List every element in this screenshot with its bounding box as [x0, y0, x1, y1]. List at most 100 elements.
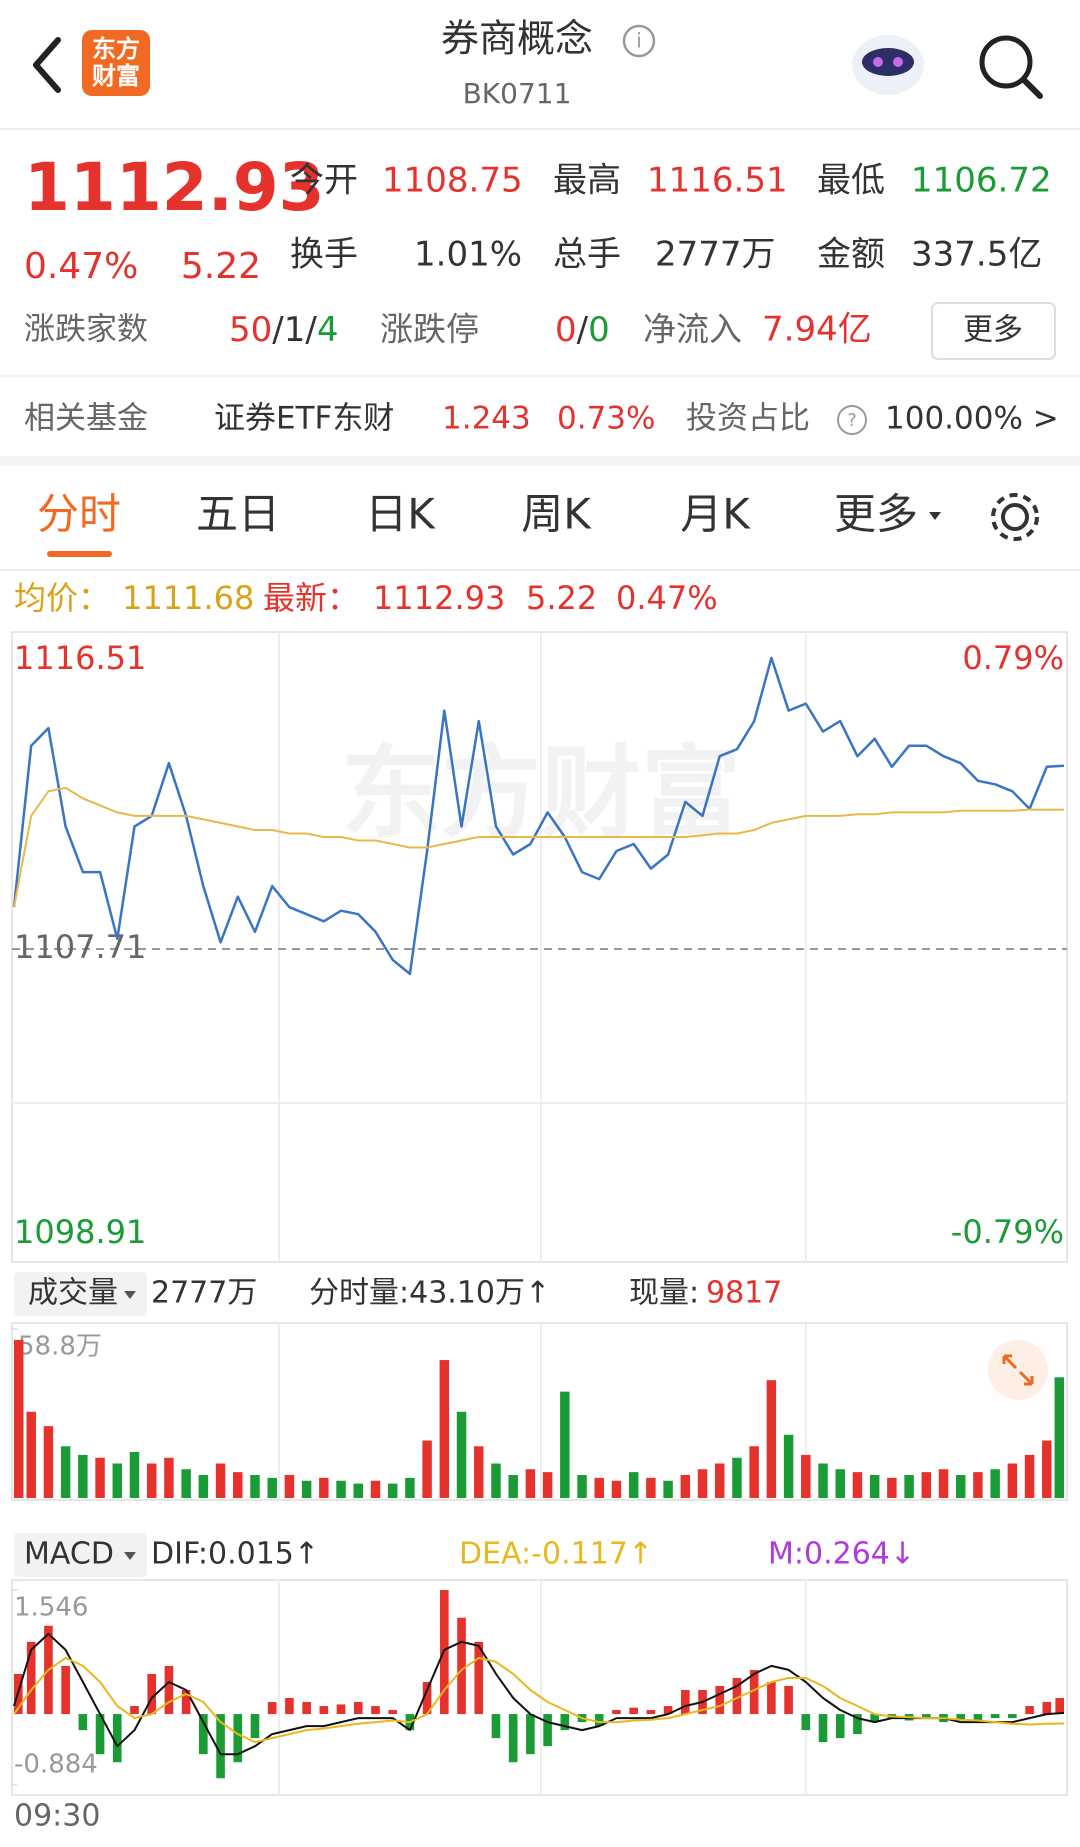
- macd-bar: [715, 1685, 725, 1715]
- y2-tick-label: -0.79%: [951, 1213, 1064, 1251]
- breadth-part: /: [305, 310, 317, 350]
- macd-bar: [26, 1641, 36, 1715]
- volume-bar: [508, 1475, 518, 1498]
- stat-label: 金额: [817, 235, 885, 275]
- volume-bar: [801, 1454, 811, 1498]
- volume-bar: [611, 1480, 622, 1498]
- inflow: 7.94亿: [762, 310, 872, 350]
- volume-bar: [973, 1472, 983, 1498]
- info-icon[interactable]: [622, 24, 656, 58]
- volume-bar: [560, 1391, 570, 1498]
- average-line: [13, 786, 1064, 908]
- y-tick-label: 1107.71: [14, 928, 146, 966]
- macd-bar: [285, 1698, 294, 1715]
- macd-bar: [1008, 1714, 1017, 1719]
- panel-title[interactable]: 成交量: [28, 1276, 118, 1311]
- macd-bar: [336, 1704, 346, 1715]
- assistant-avatar[interactable]: [852, 35, 924, 95]
- fund-name[interactable]: 证券ETF东财: [214, 401, 394, 437]
- macd-bar: [147, 1673, 157, 1715]
- back-button[interactable]: [33, 37, 61, 93]
- volume-bar: [594, 1477, 604, 1498]
- volume-bar: [697, 1469, 708, 1498]
- volume-bar: [198, 1475, 209, 1498]
- limit: 0/0: [555, 310, 610, 350]
- price-line: [12, 656, 1065, 976]
- expand-button[interactable]: [988, 1340, 1048, 1400]
- y-tick-label: 1098.91: [14, 1213, 146, 1251]
- macd-bar: [61, 1665, 70, 1715]
- indicator-selector[interactable]: [14, 1533, 147, 1577]
- macd-bar: [767, 1681, 776, 1715]
- volume-bar: [14, 1339, 24, 1498]
- fund-price: 1.243: [442, 401, 531, 437]
- volume-bar: [1007, 1463, 1018, 1498]
- settings-button[interactable]: [991, 493, 1039, 541]
- stat-value: 1108.75: [382, 161, 523, 201]
- volume-bar: [1054, 1377, 1064, 1498]
- volume-bar: [164, 1457, 174, 1498]
- volume-bar: [370, 1480, 381, 1498]
- indicator-stat: M:0.264↓: [768, 1537, 915, 1572]
- stat-value: 2777万: [655, 235, 776, 275]
- tab[interactable]: 分时: [37, 490, 121, 539]
- volume-bar: [1042, 1440, 1052, 1498]
- macd-bar: [371, 1706, 380, 1715]
- breadth-label: 涨跌家数: [24, 312, 148, 348]
- volume-bar: [78, 1454, 88, 1498]
- macd-bar: [319, 1706, 329, 1715]
- macd-bar: [921, 1714, 931, 1719]
- help-icon[interactable]: [837, 405, 867, 435]
- volume-bar: [577, 1475, 587, 1498]
- macd-bar: [870, 1714, 879, 1723]
- macd-bar: [749, 1669, 759, 1715]
- macd-bar: [801, 1714, 811, 1731]
- volume-bar: [250, 1475, 260, 1498]
- tab[interactable]: 日K: [365, 490, 436, 539]
- app-logo[interactable]: [82, 30, 150, 96]
- macd-bar: [560, 1714, 570, 1731]
- volume-bar: [474, 1446, 484, 1498]
- macd-bar: [818, 1714, 828, 1743]
- volume-bar: [904, 1475, 914, 1498]
- volume-bar: [267, 1477, 277, 1498]
- dropdown-arrow: [929, 512, 941, 520]
- volume-selector[interactable]: [14, 1272, 147, 1316]
- panel-title[interactable]: MACD: [24, 1537, 114, 1572]
- stat-value: 1.01%: [414, 235, 522, 275]
- macd-bar: [526, 1714, 535, 1755]
- macd-bar: [973, 1714, 983, 1723]
- macd-bar: [853, 1714, 862, 1735]
- volume-bar: [43, 1426, 54, 1498]
- macd-bar: [835, 1714, 845, 1739]
- more-button-label[interactable]: 更多: [963, 313, 1023, 348]
- y-tick-label: 1.546: [14, 1593, 88, 1623]
- macd-bar: [250, 1714, 260, 1739]
- volume-bar: [233, 1472, 243, 1498]
- macd-bar: [990, 1714, 1000, 1719]
- tab[interactable]: 五日: [196, 490, 280, 539]
- dropdown-arrow: [124, 1552, 136, 1560]
- limit-part: 0: [588, 310, 610, 350]
- dea-line: [13, 1656, 1065, 1744]
- macd-bar: [216, 1714, 225, 1779]
- y-tick-label: -0.884: [14, 1750, 98, 1780]
- volume-bar: [852, 1472, 863, 1498]
- logo-text: 东方: [92, 35, 140, 63]
- volume-bar: [749, 1446, 759, 1498]
- volume-bar: [456, 1411, 467, 1498]
- volume-bar: [422, 1440, 432, 1498]
- tab-underline: [47, 551, 112, 557]
- macd-bar: [95, 1714, 105, 1755]
- more-button[interactable]: [931, 302, 1056, 360]
- tab[interactable]: 月K: [680, 490, 751, 539]
- macd-bar: [353, 1702, 363, 1715]
- volume-bar: [869, 1475, 880, 1498]
- macd-bar: [474, 1641, 484, 1715]
- tab[interactable]: 更多: [834, 490, 918, 539]
- macd-bar: [956, 1714, 966, 1721]
- search-button[interactable]: [979, 35, 1043, 99]
- macd-bar: [1042, 1702, 1052, 1715]
- tab[interactable]: 周K: [521, 490, 592, 539]
